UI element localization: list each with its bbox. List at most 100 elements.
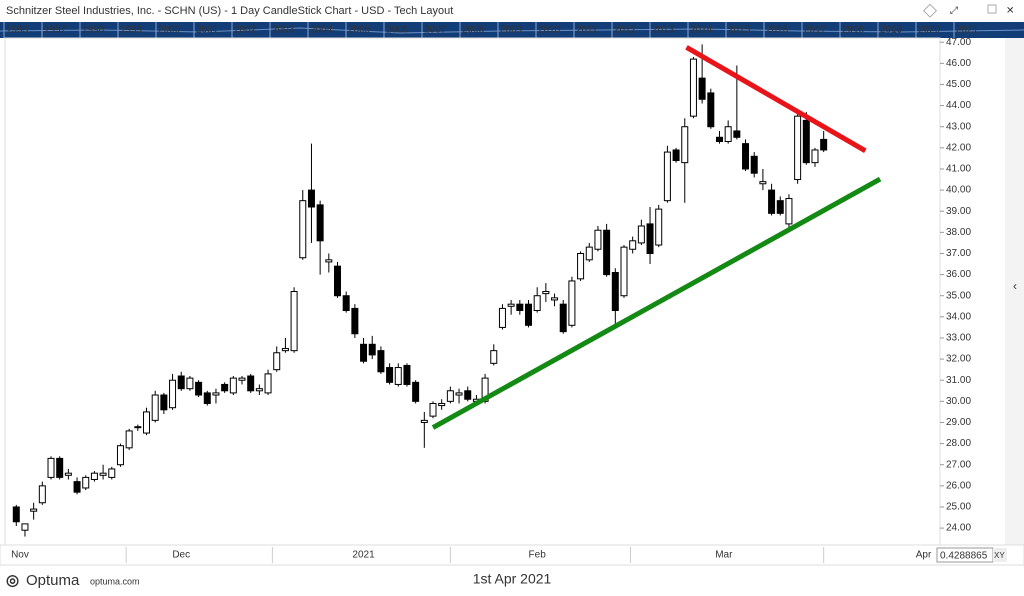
candle-body bbox=[681, 126, 689, 164]
window-buttons[interactable]: ⤢ ✕ bbox=[922, 3, 1015, 18]
candle-body bbox=[672, 149, 680, 162]
year-label: 2019 bbox=[880, 25, 903, 36]
candle-body bbox=[186, 377, 194, 390]
brand: Optuma bbox=[26, 572, 80, 589]
candle-body bbox=[776, 200, 784, 214]
candle-body bbox=[429, 402, 437, 417]
y-tick-label: 27.00 bbox=[946, 459, 971, 470]
candle-body bbox=[811, 149, 819, 164]
overview-strip[interactable]: 1995 1997 1998 1999 2000 2001 2002 2003 2004 2005… bbox=[0, 22, 1024, 38]
candle-body bbox=[108, 468, 116, 478]
y-tick-label: 31.00 bbox=[946, 375, 971, 386]
candle-body bbox=[768, 189, 776, 214]
y-tick-label: 29.00 bbox=[946, 417, 971, 428]
year-label: 2008 bbox=[462, 25, 485, 36]
candle-body bbox=[169, 379, 177, 409]
year-label: 1999 bbox=[120, 25, 143, 36]
y-tick-label: 28.00 bbox=[946, 438, 971, 449]
candle-body bbox=[90, 472, 98, 481]
candle-body bbox=[212, 392, 220, 396]
candle-body bbox=[551, 297, 559, 301]
candle-body bbox=[498, 307, 506, 328]
x-tick-label: Apr bbox=[916, 550, 932, 561]
year-label: 1998 bbox=[82, 25, 105, 36]
candle-body bbox=[689, 58, 697, 117]
candle-body bbox=[403, 364, 411, 385]
year-label: 2017 bbox=[804, 25, 827, 36]
candle-body bbox=[255, 388, 263, 392]
cursor-value: 0.4288865 bbox=[940, 551, 988, 562]
candle-body bbox=[351, 307, 359, 335]
candle-body bbox=[620, 246, 628, 297]
y-tick-label: 32.00 bbox=[946, 354, 971, 365]
candle-body bbox=[698, 77, 706, 100]
footer-date: 1st Apr 2021 bbox=[473, 571, 552, 587]
year-label: 2006 bbox=[386, 25, 409, 36]
y-tick-label: 37.00 bbox=[946, 248, 971, 259]
candle-body bbox=[742, 143, 750, 170]
candle-body bbox=[394, 367, 402, 385]
x-tick-label: Dec bbox=[172, 550, 190, 561]
y-tick-label: 45.00 bbox=[946, 79, 971, 90]
x-tick-label: Feb bbox=[529, 550, 547, 561]
candle-body bbox=[116, 445, 124, 466]
candle-body bbox=[38, 485, 46, 504]
y-tick-label: 30.00 bbox=[946, 396, 971, 407]
candle-body bbox=[611, 271, 619, 312]
candle-body bbox=[516, 303, 524, 312]
candle-body bbox=[585, 246, 593, 261]
y-tick-label: 34.00 bbox=[946, 311, 971, 322]
year-label: 2009 bbox=[500, 25, 523, 36]
candle-body bbox=[316, 204, 324, 242]
candle-body bbox=[325, 259, 333, 263]
year-label: 2012 bbox=[614, 25, 637, 36]
year-label: 2005 bbox=[348, 25, 371, 36]
side-panel bbox=[1005, 38, 1024, 545]
brand-logo: ◎ bbox=[6, 572, 19, 589]
year-label: 2013 bbox=[652, 25, 675, 36]
y-tick-label: 35.00 bbox=[946, 290, 971, 301]
trendline bbox=[431, 176, 882, 430]
candle-body bbox=[412, 381, 420, 402]
y-tick-label: 47.00 bbox=[946, 37, 971, 48]
candle-body bbox=[247, 375, 255, 392]
candle-body bbox=[64, 472, 72, 476]
candle-body bbox=[143, 411, 151, 434]
candle-body bbox=[637, 225, 645, 244]
year-label: 2021 bbox=[956, 25, 979, 36]
x-tick-label: 2021 bbox=[352, 550, 375, 561]
candle-body bbox=[568, 280, 576, 326]
expand-arrow[interactable]: ‹ bbox=[1013, 279, 1017, 293]
trendline bbox=[685, 45, 867, 153]
candle-body bbox=[646, 223, 654, 254]
candle-body bbox=[47, 457, 55, 478]
candle-body bbox=[203, 392, 211, 404]
candle-body bbox=[542, 291, 550, 295]
candle-body bbox=[273, 352, 281, 371]
year-label: 2015 bbox=[728, 25, 751, 36]
candle-body bbox=[125, 430, 133, 449]
year-label: 2007 bbox=[424, 25, 447, 36]
candle-body bbox=[438, 402, 446, 407]
candle-body bbox=[490, 350, 498, 364]
candle-body bbox=[715, 136, 723, 143]
svg-text:⤢: ⤢ bbox=[950, 6, 958, 17]
candle-body bbox=[577, 252, 585, 280]
year-label: 2010 bbox=[538, 25, 561, 36]
mode-box[interactable] bbox=[993, 548, 1007, 562]
candle-body bbox=[464, 390, 472, 400]
candle-body bbox=[229, 377, 237, 394]
svg-text:✕: ✕ bbox=[1006, 6, 1014, 17]
y-tick-label: 43.00 bbox=[946, 121, 971, 132]
candle-body bbox=[655, 208, 663, 246]
candle-body bbox=[12, 506, 20, 523]
candle-body bbox=[455, 392, 463, 396]
year-label: 2004 bbox=[310, 25, 333, 36]
year-label: 1997 bbox=[44, 25, 67, 36]
brand-site: optuma.com bbox=[90, 576, 140, 586]
y-tick-label: 36.00 bbox=[946, 269, 971, 280]
year-label: 2002 bbox=[234, 25, 257, 36]
candle-body bbox=[603, 229, 611, 276]
year-label: 2020 bbox=[918, 25, 941, 36]
